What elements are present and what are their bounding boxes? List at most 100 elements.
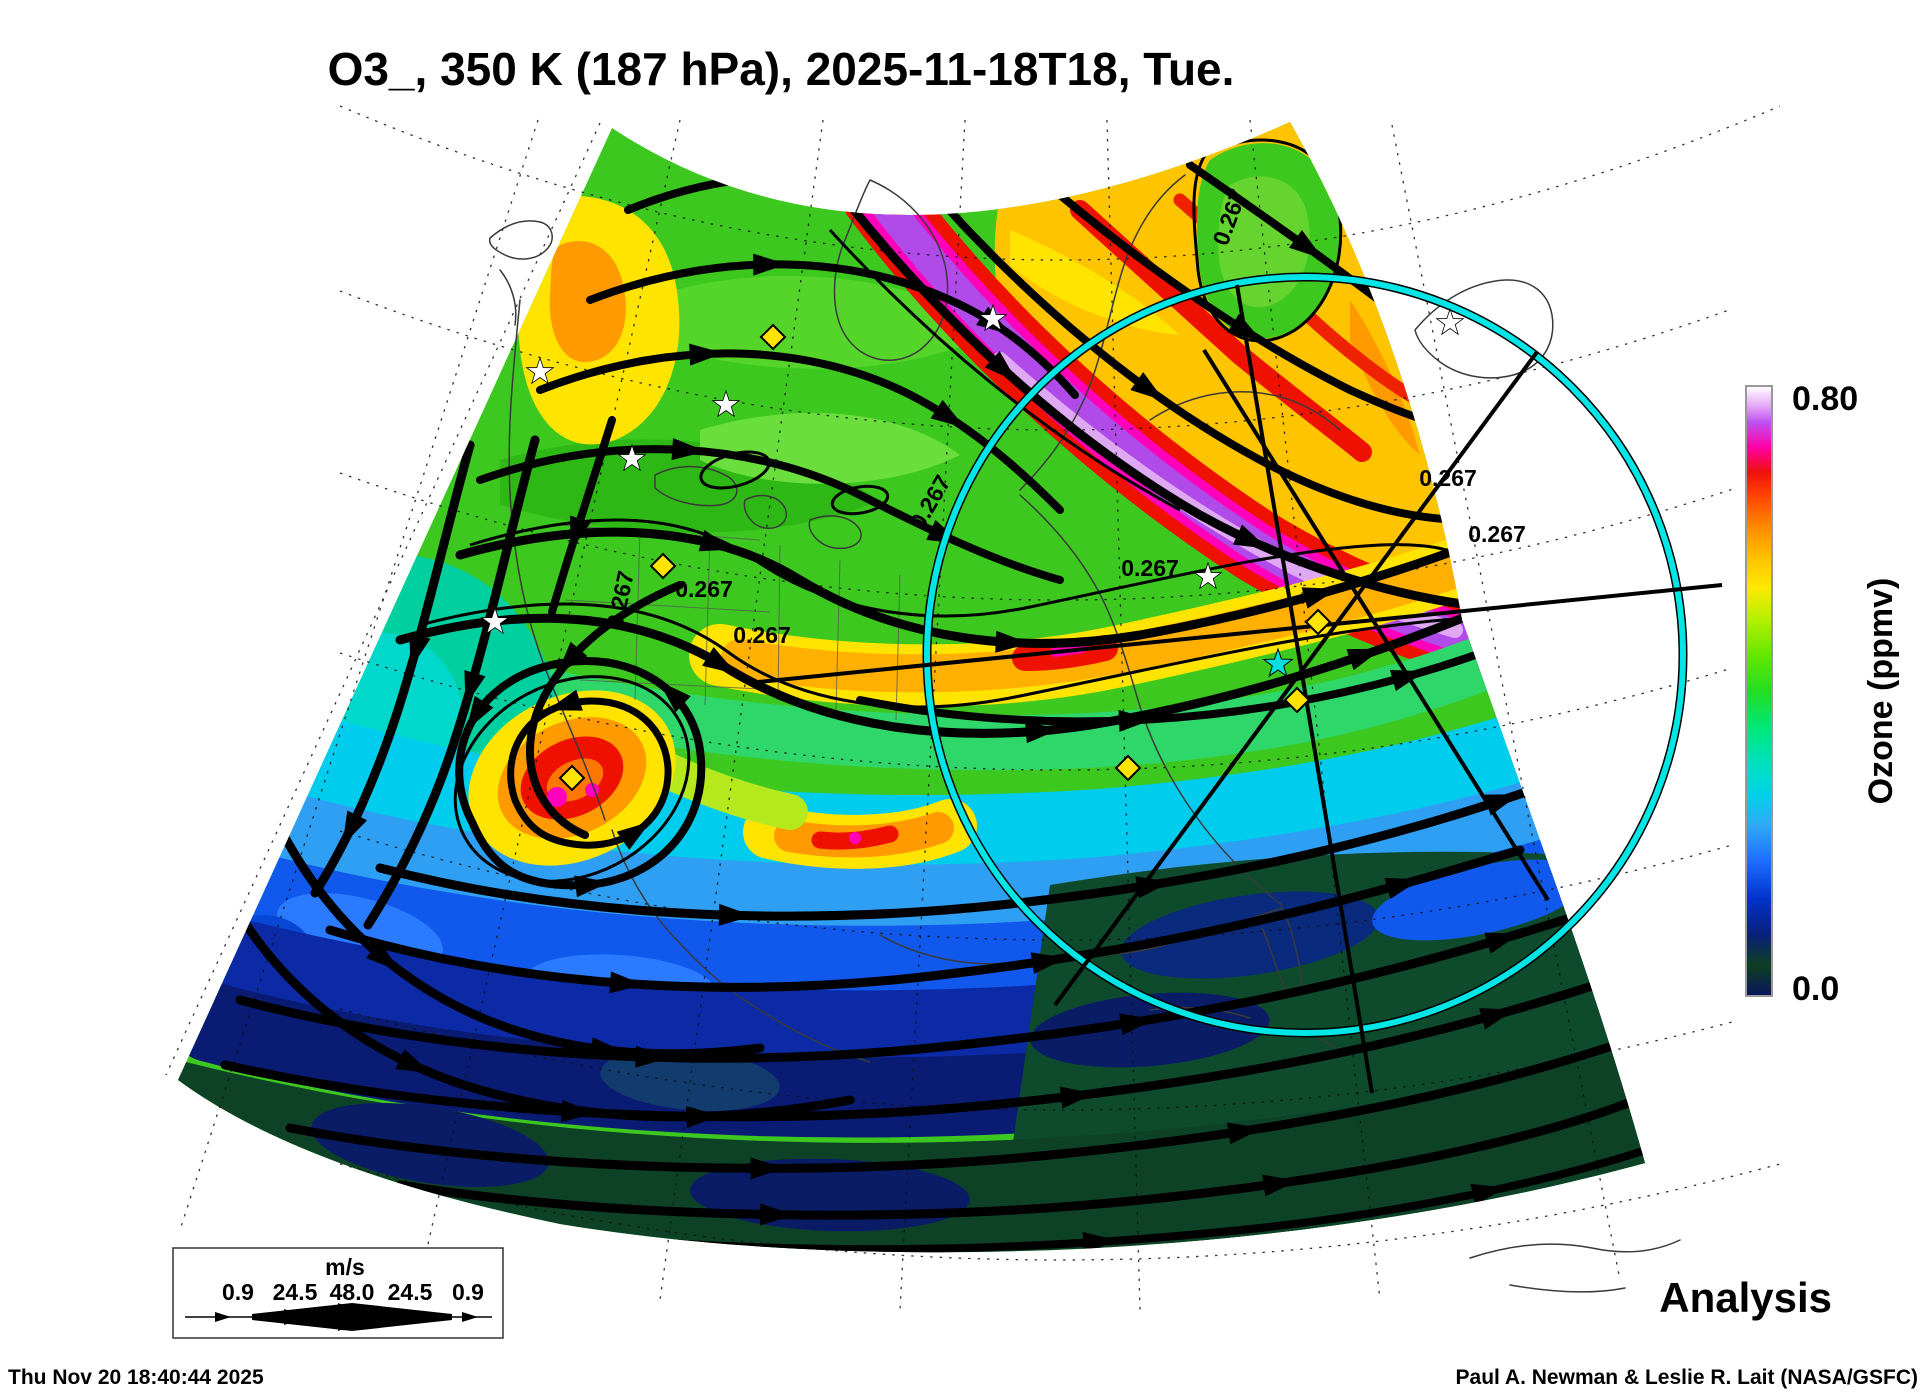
arrowhead-icon xyxy=(1389,669,1426,692)
colorbar-min-label: 0.0 xyxy=(1792,970,1839,1008)
arrowhead-icon xyxy=(1119,1013,1155,1036)
arrowhead-icon xyxy=(748,167,783,190)
streamline xyxy=(526,581,684,839)
arrowhead-icon xyxy=(590,1037,626,1060)
streamline xyxy=(375,775,1565,921)
colorbar: 0.80 0.0 Ozone (ppmv) xyxy=(1745,380,1900,1008)
arrowhead-icon xyxy=(686,1105,721,1128)
streamline xyxy=(363,435,540,930)
white-star-marker xyxy=(1193,561,1223,590)
overlay-tracks xyxy=(757,272,1723,1094)
map-markers xyxy=(480,303,1465,792)
white-star-marker xyxy=(978,303,1008,332)
track-line xyxy=(757,583,1723,684)
track-line xyxy=(1235,284,1374,1094)
arrowhead-icon xyxy=(1118,709,1153,732)
arrowhead-icon xyxy=(1479,1008,1515,1030)
arrowhead-icon xyxy=(760,1203,795,1226)
wind-legend-value: 0.9 xyxy=(222,1279,254,1305)
wind-legend-value: 0.9 xyxy=(452,1279,484,1305)
arrowhead-icon xyxy=(1059,1086,1095,1109)
arrowhead-icon xyxy=(616,821,651,850)
arrowhead-icon xyxy=(671,438,707,461)
white-star-marker xyxy=(525,356,555,385)
arrowhead-icon xyxy=(395,1049,431,1074)
arrowhead-icon xyxy=(609,971,645,994)
arrowhead-icon xyxy=(995,630,1030,653)
arrowhead-icon xyxy=(1384,877,1421,900)
wind-speed-legend: m/s 0.9 24.5 48.0 24.5 0.9 xyxy=(172,1247,504,1339)
arrowhead-icon xyxy=(1289,229,1324,259)
arrowhead-icon xyxy=(702,646,737,675)
yellow-diamond-marker xyxy=(1283,686,1311,714)
white-star-marker xyxy=(480,606,510,635)
streamline xyxy=(235,900,1615,1063)
streamline xyxy=(936,196,1472,524)
wind-legend-value: 24.5 xyxy=(388,1279,433,1305)
white-star-marker xyxy=(1435,307,1465,336)
arrowhead-icon xyxy=(561,1100,596,1123)
yellow-diamond-marker xyxy=(1304,608,1332,636)
streamline xyxy=(476,445,1064,584)
credit-line: Paul A. Newman & Leslie R. Lait (NASA/GS… xyxy=(1456,1366,1918,1389)
arrowhead-icon xyxy=(698,530,735,552)
streamline xyxy=(220,967,1640,1122)
colorbar-axis-label: Ozone (ppmv) xyxy=(1862,578,1900,805)
arrowhead-icon xyxy=(1024,721,1060,744)
contour-value-label: 0.267 xyxy=(675,576,733,602)
arrowhead-icon xyxy=(466,695,494,731)
arrowhead-icon xyxy=(750,1157,785,1180)
contour-value-label: 0.267 xyxy=(733,622,791,648)
yellow-diamond-marker xyxy=(558,764,586,792)
yellow-diamond-marker xyxy=(649,552,677,580)
arrowhead-icon xyxy=(1227,1122,1263,1145)
arrowhead-icon xyxy=(718,903,753,926)
white-star-marker xyxy=(711,389,741,418)
arrowhead-icon xyxy=(689,343,724,366)
arrowhead-icon xyxy=(1130,372,1165,401)
arrowhead-icon xyxy=(365,940,400,971)
streamline xyxy=(586,260,1079,399)
streamline-arrows xyxy=(342,167,1521,1253)
wind-legend-arrow-scale xyxy=(185,1303,492,1331)
streamline xyxy=(536,349,1064,514)
track-line xyxy=(1053,350,1539,1007)
arrowhead-icon xyxy=(342,810,368,846)
wind-legend-units: m/s xyxy=(325,1254,365,1280)
white-star-marker xyxy=(617,443,647,472)
contour-value-label: 0.267 xyxy=(1419,465,1477,491)
yellow-diamond-marker xyxy=(759,323,787,351)
arrowhead-icon xyxy=(574,875,610,898)
arrowhead-icon xyxy=(547,689,583,711)
contour-value-label: 0.267 xyxy=(1468,521,1526,547)
plot-title: O3_, 350 K (187 hPa), 2025-11-18T18, Tue… xyxy=(328,43,1235,95)
streamline xyxy=(845,200,1475,610)
colorbar-max-label: 0.80 xyxy=(1792,380,1858,418)
cyan-star-marker xyxy=(1262,647,1294,678)
arrowhead-icon xyxy=(409,632,431,669)
streamline xyxy=(325,845,1525,992)
yellow-diamond-marker xyxy=(1114,754,1142,782)
arrowhead-icon xyxy=(753,253,788,276)
arrowhead-icon xyxy=(1470,1183,1506,1206)
arrowhead-icon xyxy=(1030,952,1066,974)
render-timestamp: Thu Nov 20 18:40:44 2025 xyxy=(8,1366,264,1389)
arrowhead-icon xyxy=(464,670,486,706)
arrowhead-icon xyxy=(1262,1174,1298,1197)
arrowhead-icon xyxy=(570,515,592,552)
streamline xyxy=(395,1090,1645,1220)
arrowhead-icon xyxy=(930,399,966,428)
streamline xyxy=(285,1030,1645,1173)
colorbar-gradient xyxy=(1745,385,1773,997)
arrowhead-icon xyxy=(1232,524,1269,549)
arrowhead-icon xyxy=(658,680,691,713)
analysis-label: Analysis xyxy=(1659,1274,1832,1321)
streamline xyxy=(455,657,706,890)
contour-value-label: 0.267 xyxy=(1121,555,1179,581)
arrowhead-icon xyxy=(556,641,588,675)
wind-legend-value: 48.0 xyxy=(330,1279,375,1305)
range-circle xyxy=(924,274,1686,1036)
streamline xyxy=(856,626,1544,726)
